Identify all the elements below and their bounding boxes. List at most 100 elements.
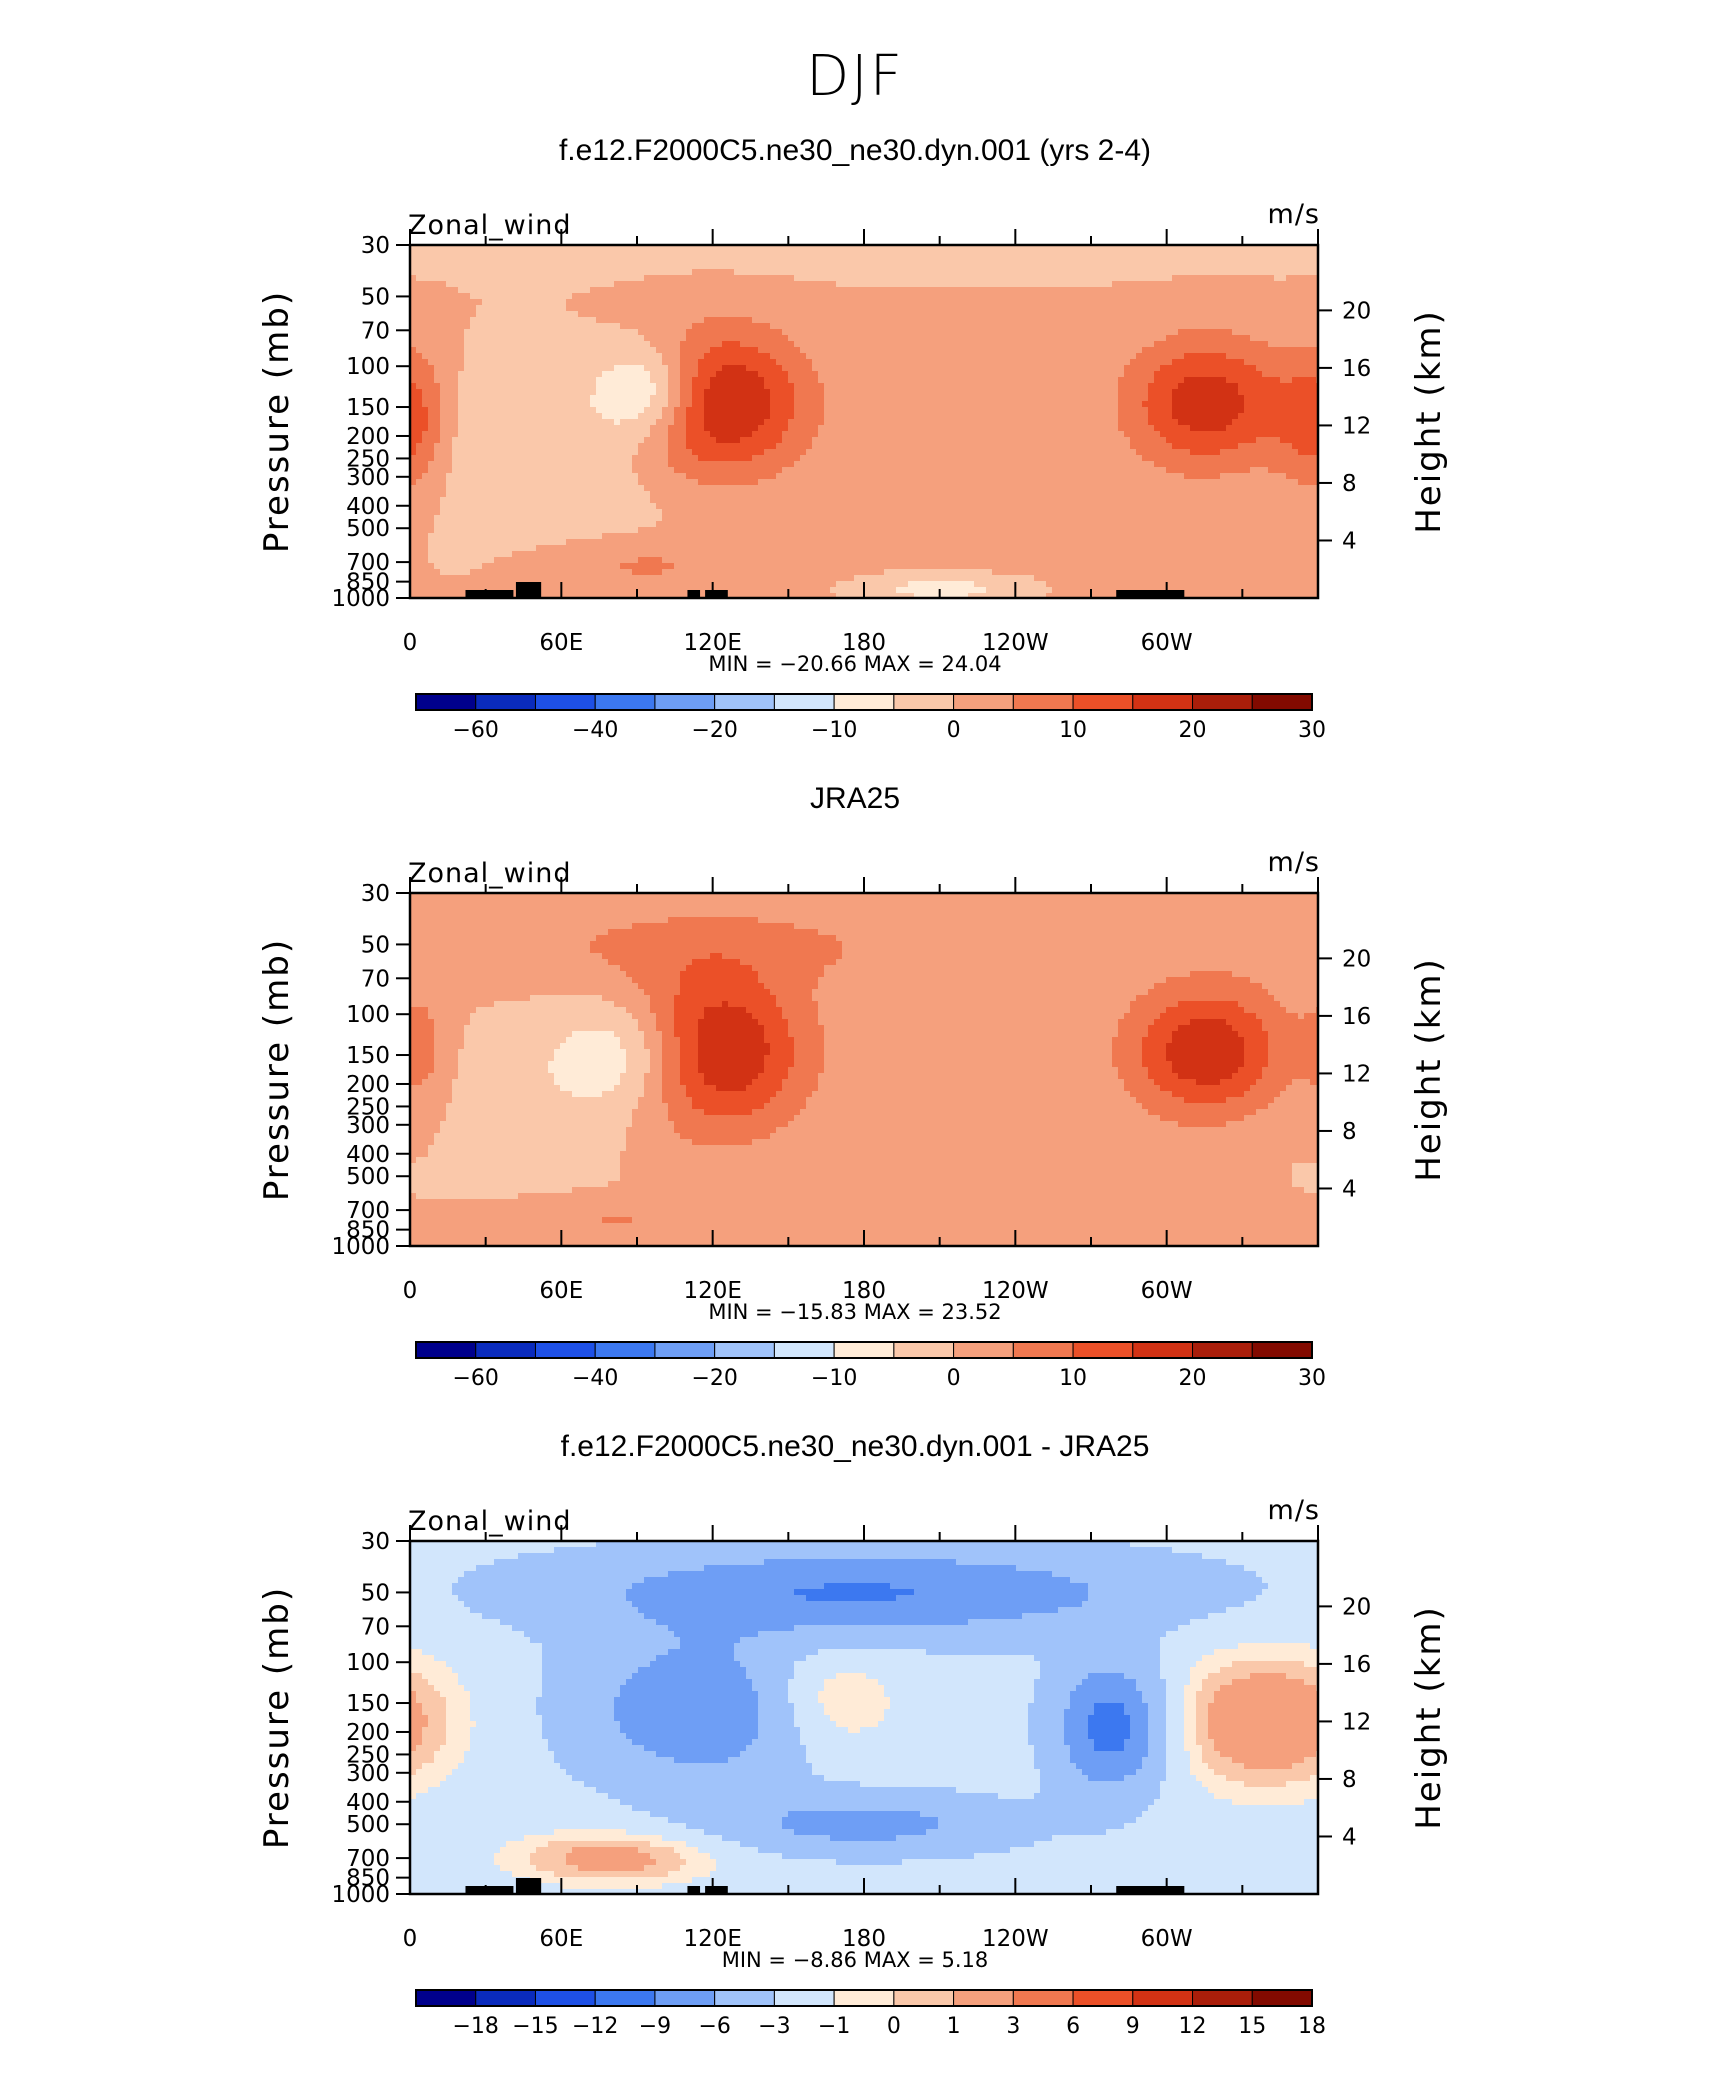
topography-block — [516, 1878, 541, 1894]
colorbar-bin — [894, 694, 954, 710]
colorbar-label: −18 — [453, 2014, 499, 2039]
colorbar-label: 6 — [1066, 2014, 1080, 2039]
colorbar-bin — [535, 694, 595, 710]
colorbar-bin — [595, 694, 655, 710]
pressure-tick-label: 500 — [346, 1164, 390, 1190]
colorbar-bin — [535, 1342, 595, 1358]
colorbar-bin — [894, 1990, 954, 2006]
colorbar-bin — [954, 694, 1014, 710]
colorbar-label: 3 — [1006, 2014, 1020, 2039]
colorbar-bin — [595, 1990, 655, 2006]
pressure-tick-label: 70 — [361, 318, 390, 344]
colorbar-label: −3 — [758, 2014, 790, 2039]
colorbar-bin — [476, 1342, 536, 1358]
colorbar-bin — [416, 694, 476, 710]
colorbar: −18 −15 −12 −9 −6 −3 −1 0 1 3 6 9 12 15 18 — [416, 1990, 1326, 2039]
topography-block — [516, 582, 541, 598]
colorbar-bin — [1073, 694, 1133, 710]
colorbar-bin — [1193, 1342, 1253, 1358]
pressure-tick-label: 150 — [346, 395, 390, 421]
colorbar-bin — [715, 694, 775, 710]
colorbar-bin — [774, 694, 834, 710]
colorbar-label: 30 — [1298, 718, 1326, 743]
x-tick-label: 60E — [539, 1278, 583, 1304]
height-tick-label: 16 — [1342, 356, 1371, 382]
colorbar-label: −10 — [811, 718, 857, 743]
pressure-tick-label: 70 — [361, 1614, 390, 1640]
height-tick-label: 8 — [1342, 471, 1357, 497]
height-tick-label: 4 — [1342, 528, 1357, 554]
colorbar-bin — [416, 1990, 476, 2006]
height-tick-label: 8 — [1342, 1767, 1357, 1793]
colorbar-label: 30 — [1298, 1366, 1326, 1391]
height-tick-label: 4 — [1342, 1824, 1357, 1850]
colorbar-bin — [1193, 1990, 1253, 2006]
x-tick-label: 60E — [539, 630, 583, 656]
x-tick-label: 60E — [539, 1926, 583, 1952]
x-tick-label: 60W — [1141, 630, 1193, 656]
colorbar-bin — [834, 694, 894, 710]
colorbar-bin — [715, 1990, 775, 2006]
chart-panel-1: f.e12.F2000C5.ne30_ne30.dyn.001 (yrs 2-4… — [257, 134, 1449, 743]
panel-title: f.e12.F2000C5.ne30_ne30.dyn.001 (yrs 2-4… — [559, 134, 1151, 167]
colorbar-bin — [774, 1990, 834, 2006]
colorbar-label: −60 — [453, 1366, 499, 1391]
colorbar-bin — [1193, 694, 1253, 710]
colorbar: −60 −40 −20 −10 0 10 20 30 — [416, 694, 1326, 743]
min-max-label: MIN = −20.66 MAX = 24.04 — [708, 652, 1001, 676]
colorbar-bin — [715, 1342, 775, 1358]
colorbar-bin — [1073, 1342, 1133, 1358]
colorbar-label: 0 — [887, 2014, 901, 2039]
pressure-tick-label: 70 — [361, 966, 390, 992]
colorbar-bin — [1252, 1342, 1312, 1358]
pressure-tick-label: 1000 — [331, 1234, 390, 1260]
pressure-tick-label: 50 — [361, 284, 390, 310]
x-tick-label: 0 — [403, 1278, 418, 1304]
units-label: m/s — [1268, 847, 1320, 878]
colorbar-bin — [1133, 694, 1193, 710]
field-label: Zonal_wind — [408, 210, 572, 241]
colorbar-bin — [655, 694, 715, 710]
colorbar-label: 9 — [1126, 2014, 1140, 2039]
colorbar-bin — [834, 1342, 894, 1358]
x-tick-label: 120W — [982, 1926, 1049, 1952]
pressure-tick-label: 100 — [346, 1002, 390, 1028]
colorbar-label: 12 — [1179, 2014, 1207, 2039]
x-tick-label: 60W — [1141, 1926, 1193, 1952]
colorbar-label: 0 — [947, 1366, 961, 1391]
y-axis-right-label: Height (km) — [1409, 957, 1449, 1182]
height-tick-label: 4 — [1342, 1176, 1357, 1202]
colorbar-bin — [1013, 1990, 1073, 2006]
colorbar-label: 20 — [1179, 718, 1207, 743]
pressure-tick-label: 50 — [361, 1580, 390, 1606]
height-tick-label: 20 — [1342, 1594, 1371, 1620]
pressure-tick-label: 300 — [346, 465, 390, 491]
colorbar-bin — [954, 1990, 1014, 2006]
pressure-tick-label: 100 — [346, 1650, 390, 1676]
contour-field — [410, 245, 1319, 599]
height-tick-label: 16 — [1342, 1652, 1371, 1678]
colorbar-bin — [476, 694, 536, 710]
colorbar-bin — [894, 1342, 954, 1358]
y-axis-left-label: Pressure (mb) — [257, 290, 297, 553]
field-label: Zonal_wind — [408, 858, 572, 889]
min-max-label: MIN = −15.83 MAX = 23.52 — [708, 1300, 1001, 1324]
pressure-tick-label: 500 — [346, 516, 390, 542]
height-tick-label: 20 — [1342, 298, 1371, 324]
colorbar-label: 10 — [1059, 718, 1087, 743]
colorbar-bin — [1013, 694, 1073, 710]
colorbar-bin — [655, 1990, 715, 2006]
colorbar-bin — [1013, 1342, 1073, 1358]
units-label: m/s — [1268, 1495, 1320, 1526]
colorbar-bin — [416, 1342, 476, 1358]
colorbar-bin — [595, 1342, 655, 1358]
pressure-tick-label: 500 — [346, 1812, 390, 1838]
colorbar-label: 20 — [1179, 1366, 1207, 1391]
colorbar-label: 10 — [1059, 1366, 1087, 1391]
colorbar-label: −6 — [698, 2014, 730, 2039]
panel-title: f.e12.F2000C5.ne30_ne30.dyn.001 - JRA25 — [561, 1430, 1150, 1463]
pressure-tick-label: 300 — [346, 1761, 390, 1787]
colorbar: −60 −40 −20 −10 0 10 20 30 — [416, 1342, 1326, 1391]
